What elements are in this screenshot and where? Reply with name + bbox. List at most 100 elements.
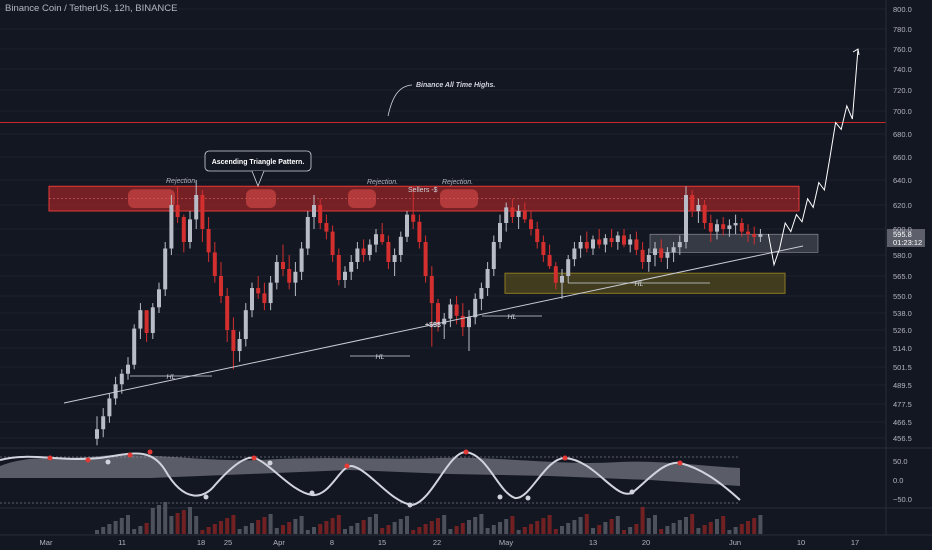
volume-bar xyxy=(485,528,490,534)
candle-body xyxy=(628,239,633,245)
osc-red-dot-2 xyxy=(127,452,133,458)
volume-bar xyxy=(150,508,155,534)
candle-body xyxy=(615,235,620,242)
volume-bar xyxy=(727,530,732,534)
osc-white-dot-6 xyxy=(525,495,531,501)
volume-bar xyxy=(615,516,620,534)
volume-bar xyxy=(293,519,298,534)
candle-body xyxy=(696,205,701,211)
candle-body xyxy=(510,207,515,217)
time-axis-label-6: 15 xyxy=(378,538,386,547)
candle-body xyxy=(113,384,118,399)
volume-bar xyxy=(380,528,385,534)
candle-body xyxy=(417,221,422,242)
volume-bar xyxy=(591,528,595,534)
volume-bar xyxy=(343,529,347,534)
price-axis-label-20: 466.5 xyxy=(893,418,912,427)
price-axis-label-18: 489.5 xyxy=(893,381,912,390)
volume-bar xyxy=(206,527,211,534)
volume-bar xyxy=(374,514,378,534)
volume-bar xyxy=(597,525,602,534)
osc-white-dot-2 xyxy=(267,460,273,466)
volume-bar xyxy=(448,529,453,534)
volume-bar xyxy=(510,516,515,534)
osc-white-dot-0 xyxy=(105,459,111,465)
candle-body xyxy=(144,310,149,333)
rejection-label-2: Rejection. xyxy=(442,179,473,186)
volume-bar xyxy=(708,522,713,534)
candle-body xyxy=(268,282,273,304)
candle-body xyxy=(653,248,657,255)
candle-body xyxy=(95,429,99,439)
candle-body xyxy=(219,276,223,296)
candle-body xyxy=(547,255,552,267)
liquidity-label: +$$$ xyxy=(425,322,441,329)
candle-body xyxy=(436,303,440,325)
volume-bar xyxy=(553,529,558,534)
volume-bar xyxy=(194,516,199,534)
osc-area xyxy=(0,455,740,486)
volume-bar xyxy=(665,526,670,534)
volume-bar xyxy=(262,517,267,534)
volume-bar xyxy=(107,524,112,534)
osc-white-dot-3 xyxy=(309,490,315,496)
candle-body xyxy=(671,247,676,253)
candle-body xyxy=(640,249,645,262)
current-range-zone xyxy=(649,233,819,253)
volume-bar xyxy=(200,530,205,534)
volume-bar xyxy=(758,515,763,534)
time-axis-label-0: Mar xyxy=(40,538,53,547)
volume-bar xyxy=(411,530,416,534)
volume-bar xyxy=(188,507,192,534)
price-axis-label-7: 660.0 xyxy=(893,153,912,162)
candle-body xyxy=(287,269,292,283)
candle-body xyxy=(343,271,347,280)
price-axis-label-19: 477.5 xyxy=(893,400,912,409)
candle-body xyxy=(560,276,564,283)
volume-bar xyxy=(677,520,682,534)
volume-bar xyxy=(95,530,99,534)
volume-bar xyxy=(237,529,242,534)
volume-bar xyxy=(225,518,230,534)
volume-bar xyxy=(684,517,688,534)
candle-body xyxy=(361,248,366,255)
candle-body xyxy=(442,318,447,325)
volume-bar xyxy=(355,523,360,534)
osc-red-dot-0 xyxy=(47,455,53,461)
candle-body xyxy=(405,214,409,237)
candle-body xyxy=(622,235,626,245)
price-axis-label-11: 580.0 xyxy=(893,251,912,260)
volume-bar xyxy=(460,523,465,534)
volume-bar xyxy=(367,517,372,534)
volume-bar xyxy=(504,519,509,534)
osc-red-dot-1 xyxy=(85,457,91,463)
price-axis-label-0: 800.0 xyxy=(893,5,912,14)
time-axis-label-5: 8 xyxy=(330,538,334,547)
price-axis-label-16: 514.0 xyxy=(893,344,912,353)
volume-bar xyxy=(653,515,657,534)
volume-bar xyxy=(547,515,552,534)
volume-bar xyxy=(287,522,292,534)
volume-bar xyxy=(696,528,701,534)
volume-bar xyxy=(386,525,391,534)
candle-body xyxy=(126,364,130,374)
candle-body xyxy=(690,195,695,211)
candle-body xyxy=(646,255,651,262)
candle-body xyxy=(101,416,106,430)
volume-bar xyxy=(268,514,273,534)
candle-body xyxy=(572,248,577,260)
price-axis-label-9: 620.0 xyxy=(893,201,912,210)
volume-bar xyxy=(566,523,571,534)
candle-body xyxy=(163,248,168,290)
candle-body xyxy=(411,214,416,222)
candle-body xyxy=(516,211,521,217)
hl-label-3: HL xyxy=(635,281,644,288)
volume-bar xyxy=(541,518,546,534)
price-axis-label-21: 456.5 xyxy=(893,434,912,443)
candle-body xyxy=(312,205,316,217)
candle-body xyxy=(659,248,664,258)
candle-body xyxy=(739,223,744,232)
volume-bar xyxy=(312,527,316,534)
volume-bar xyxy=(138,526,143,534)
